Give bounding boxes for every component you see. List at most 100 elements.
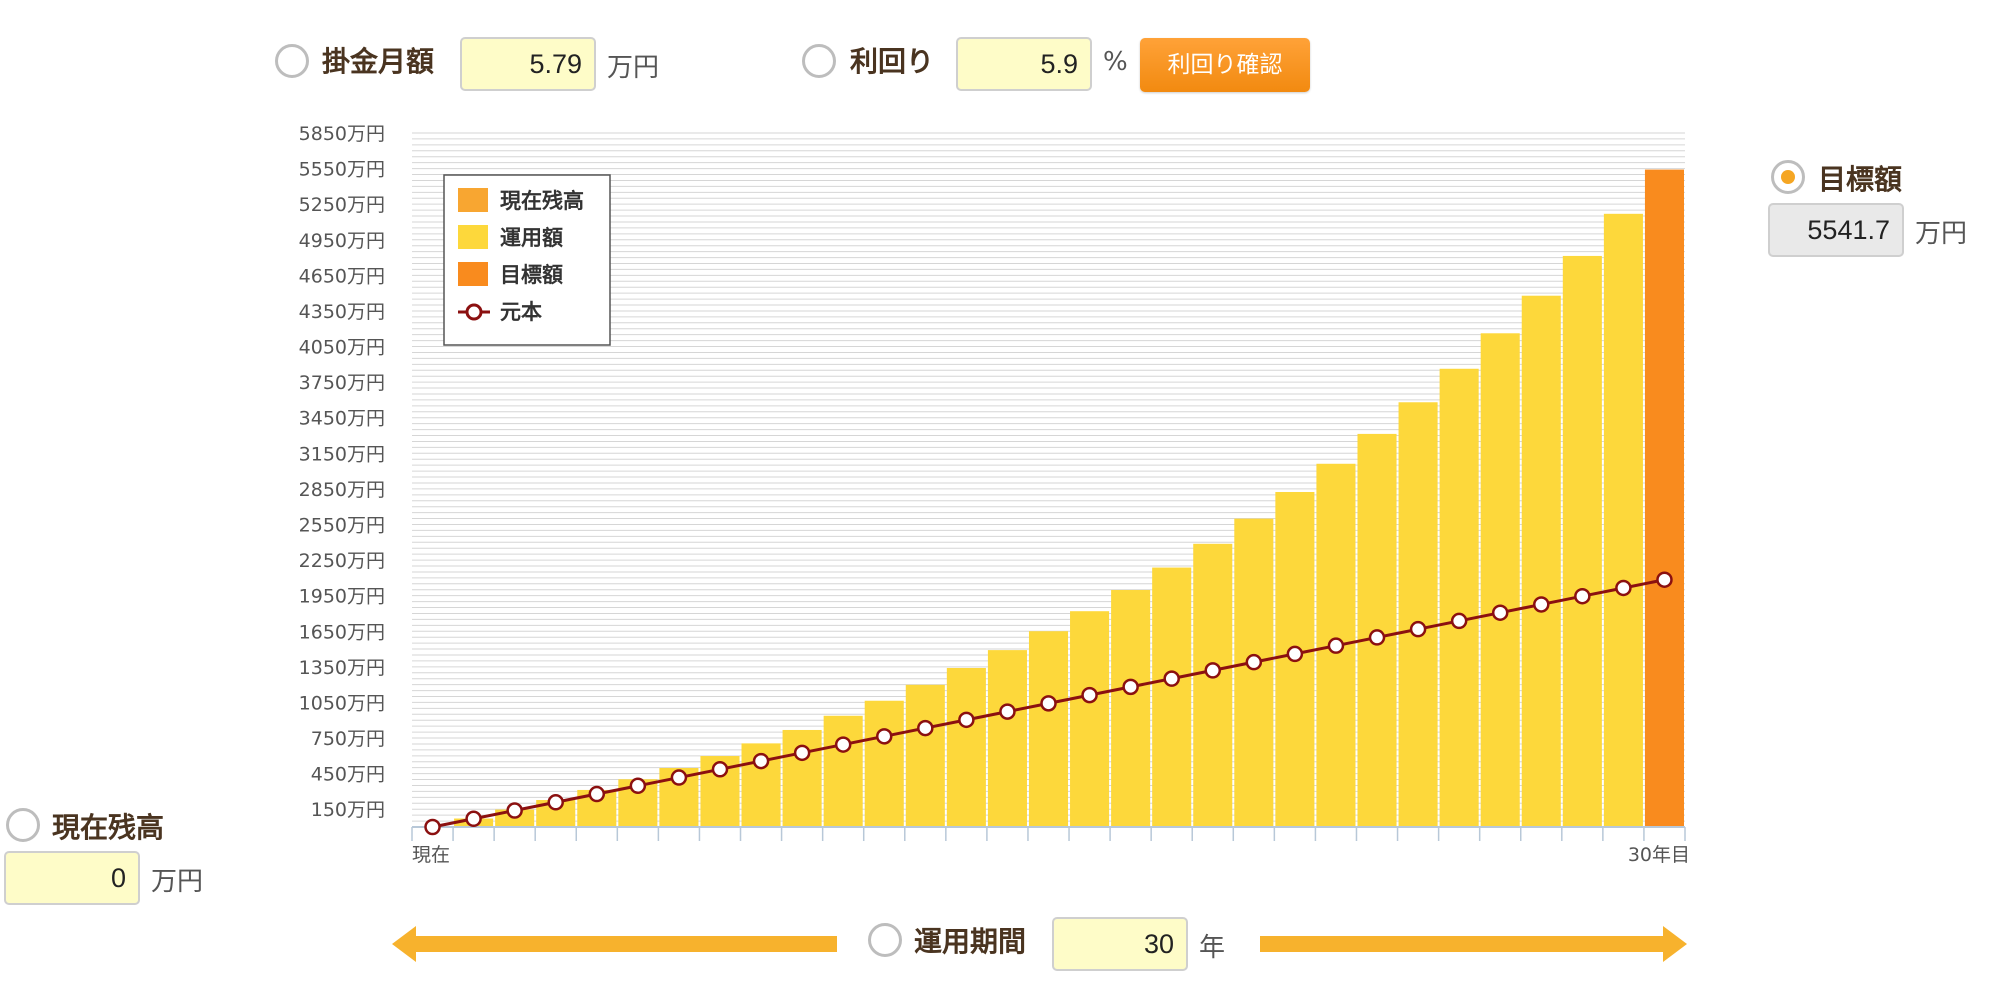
target-unit: 万円 <box>1915 219 1968 249</box>
monthly-unit: 万円 <box>607 53 660 83</box>
principal-point <box>1204 662 1222 679</box>
monthly-label: 掛金月額 <box>322 45 435 78</box>
legend-label-principal: 元本 <box>500 300 542 324</box>
target-bar <box>1644 169 1684 827</box>
y-tick-label: 3750万円 <box>299 372 385 394</box>
investment-bar <box>1111 590 1151 827</box>
principal-point <box>1409 620 1427 638</box>
principal-point <box>958 711 975 729</box>
investment-bar <box>1521 295 1561 827</box>
legend-swatch-investment <box>458 225 488 249</box>
principal-point <box>547 794 564 811</box>
current-balance-label: 現在残高 <box>52 811 165 844</box>
y-tick-label: 2850万円 <box>299 479 385 501</box>
principal-point <box>834 736 852 753</box>
legend-label-investment: 運用額 <box>500 226 563 250</box>
investment-bar <box>1398 402 1438 827</box>
y-tick-label: 3150万円 <box>299 443 385 465</box>
monthly-radio[interactable] <box>275 44 309 78</box>
y-tick-label: 4350万円 <box>299 301 385 323</box>
period-decrease-arrow[interactable] <box>390 922 840 966</box>
principal-point <box>1574 587 1591 605</box>
investment-bar <box>1152 567 1192 827</box>
yield-check-button[interactable]: 利回り確認 <box>1140 38 1310 92</box>
current-balance-input[interactable]: 0 <box>4 851 140 905</box>
yield-radio[interactable] <box>802 44 836 78</box>
principal-point <box>793 744 811 762</box>
principal-line <box>424 571 1673 836</box>
principal-point <box>711 761 729 778</box>
period-label: 運用期間 <box>914 925 1027 958</box>
y-tick-label: 1050万円 <box>299 692 385 714</box>
x-tick-label-end: 30年目 <box>1628 844 1690 866</box>
investment-bar <box>1480 333 1520 827</box>
axes: 150万円 450万円 750万円 1050万円 1350万円 1650万円 1950万円 2… <box>299 123 1686 841</box>
principal-point <box>1368 629 1386 646</box>
y-tick-label: 5850万円 <box>299 123 385 145</box>
principal-point <box>875 728 893 745</box>
yield-input[interactable]: 5.9 <box>956 37 1092 91</box>
y-tick-label: 150万円 <box>311 799 385 821</box>
principal-point <box>917 719 934 737</box>
principal-point <box>999 703 1016 720</box>
y-tick-label: 450万円 <box>311 764 385 786</box>
principal-point <box>1327 637 1345 654</box>
investment-bar <box>1028 631 1069 827</box>
principal-point <box>424 818 441 836</box>
y-tick-label: 1650万円 <box>299 621 385 643</box>
investment-bar <box>1193 543 1233 827</box>
current-balance-radio[interactable] <box>6 808 40 842</box>
legend-swatch-target <box>458 262 488 286</box>
principal-point <box>1656 571 1673 588</box>
legend-swatch-current-balance <box>458 188 488 212</box>
principal-point <box>1040 695 1057 712</box>
y-tick-label: 1950万円 <box>299 586 385 608</box>
target-amount-field: 5541.7 <box>1768 203 1904 257</box>
principal-point <box>1163 670 1180 687</box>
principal-point <box>1533 596 1550 613</box>
investment-bar <box>1603 213 1643 827</box>
target-label: 目標額 <box>1818 163 1903 196</box>
investment-bar <box>1234 518 1274 827</box>
yield-label: 利回り <box>850 45 935 78</box>
y-tick-label: 5250万円 <box>299 194 385 216</box>
y-tick-label: 4650万円 <box>299 265 385 287</box>
legend-label-target: 目標額 <box>500 263 563 287</box>
monthly-amount-input[interactable]: 5.79 <box>460 37 596 91</box>
y-tick-label: 2550万円 <box>299 514 385 536</box>
y-tick-label: 4950万円 <box>299 230 385 252</box>
principal-point <box>1245 653 1263 671</box>
principal-point <box>629 777 647 795</box>
y-tick-label: 4050万円 <box>299 337 385 359</box>
y-tick-label: 5550万円 <box>299 159 385 181</box>
principal-point <box>1122 678 1139 696</box>
investment-bar <box>1439 368 1479 827</box>
period-increase-arrow[interactable] <box>1258 922 1690 966</box>
target-radio[interactable] <box>1771 160 1805 194</box>
principal-point <box>670 769 688 786</box>
y-tick-label: 3450万円 <box>299 408 385 430</box>
principal-point <box>506 802 523 819</box>
principal-point <box>1081 686 1098 704</box>
bars <box>454 169 1684 827</box>
x-tick-label-start: 現在 <box>412 844 450 866</box>
legend: 現在残高 運用額 目標額 元本 <box>443 174 611 346</box>
investment-bar <box>905 684 945 827</box>
investment-bar <box>1070 611 1110 827</box>
principal-point <box>465 810 482 828</box>
principal-point <box>1286 645 1304 663</box>
yield-unit: % <box>1103 47 1128 77</box>
principal-point <box>588 785 606 803</box>
period-input[interactable]: 30 <box>1052 917 1188 971</box>
period-unit: 年 <box>1199 933 1226 963</box>
principal-point <box>1491 604 1509 621</box>
y-tick-label: 750万円 <box>311 728 385 750</box>
y-tick-label: 1350万円 <box>299 657 385 679</box>
period-radio[interactable] <box>868 923 902 957</box>
principal-point <box>752 752 770 770</box>
principal-point <box>1450 612 1468 630</box>
investment-bar <box>987 650 1027 827</box>
current-balance-unit: 万円 <box>151 867 204 897</box>
investment-bar <box>864 700 904 827</box>
